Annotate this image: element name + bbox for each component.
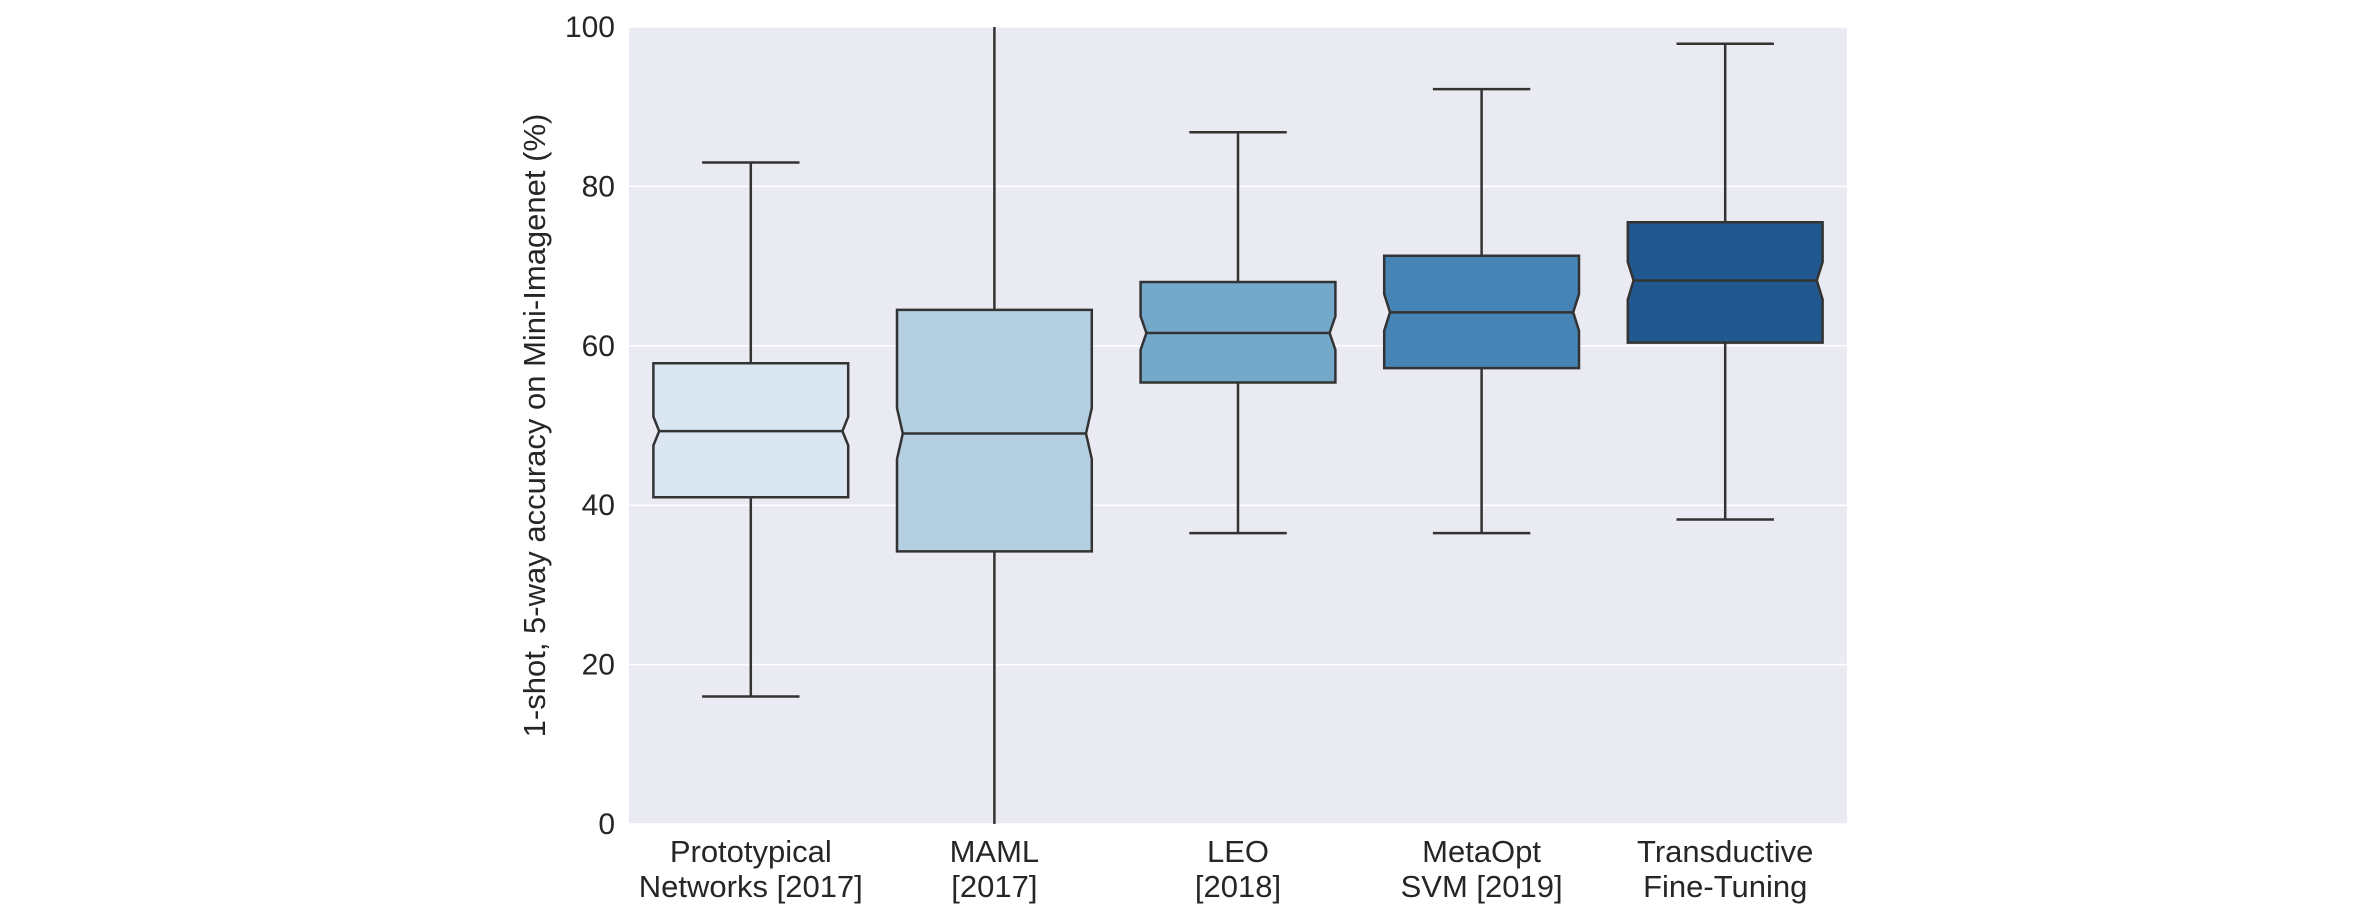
box-group bbox=[652, 161, 850, 698]
box-group bbox=[1382, 87, 1581, 535]
x-category-label: LEO[2018] bbox=[1195, 834, 1281, 904]
x-category-label-line: Transductive bbox=[1637, 834, 1813, 869]
box-group bbox=[895, 27, 1094, 824]
x-category-label-line: Fine-Tuning bbox=[1643, 869, 1807, 904]
box-group bbox=[1139, 130, 1337, 535]
x-category-label-line: [2018] bbox=[1195, 869, 1281, 904]
y-tick-label: 100 bbox=[565, 11, 615, 44]
boxes bbox=[652, 27, 1824, 824]
x-category-label-line: Networks [2017] bbox=[639, 869, 863, 904]
box bbox=[895, 308, 1094, 553]
box-group bbox=[1626, 42, 1824, 521]
y-tick-label: 40 bbox=[582, 489, 615, 522]
x-category-label-line: Prototypical bbox=[670, 834, 832, 869]
y-tick-label: 0 bbox=[598, 808, 615, 841]
x-category-label: MAML[2017] bbox=[950, 834, 1040, 904]
y-tick-label: 20 bbox=[582, 649, 615, 682]
x-category-label-line: LEO bbox=[1207, 834, 1269, 869]
y-tick-labels: 0 20 40 60 80 100 bbox=[565, 11, 615, 841]
x-category-label-line: MAML bbox=[950, 834, 1040, 869]
box bbox=[1626, 221, 1824, 344]
y-tick-label: 80 bbox=[582, 170, 615, 203]
y-axis-label: 1-shot, 5-way accuracy on Mini-Imagenet … bbox=[517, 114, 552, 738]
x-category-label-line: MetaOpt bbox=[1422, 834, 1541, 869]
x-category-label-line: SVM [2019] bbox=[1401, 869, 1563, 904]
y-tick-label: 60 bbox=[582, 330, 615, 363]
x-category-label-line: [2017] bbox=[951, 869, 1037, 904]
